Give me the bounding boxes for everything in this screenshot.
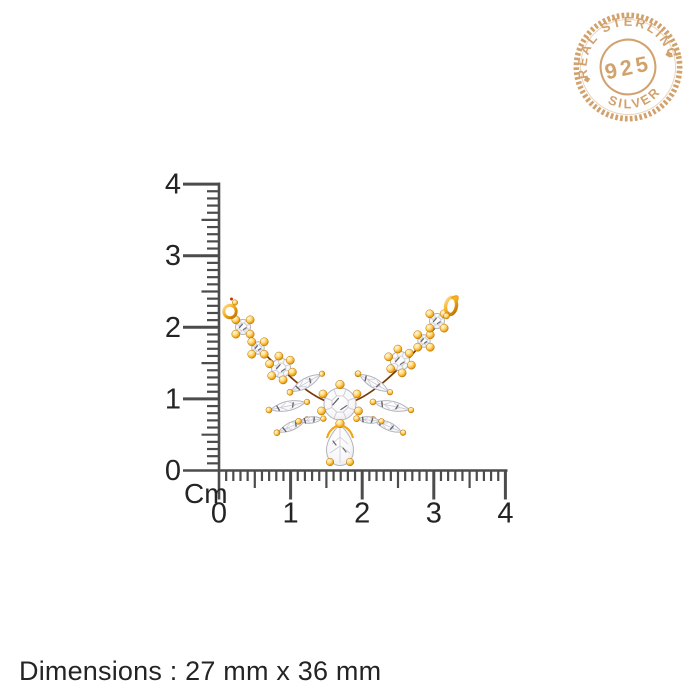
gold-pendant-image xyxy=(222,295,459,467)
dimensions-caption: Dimensions : 27 mm x 36 mm xyxy=(19,656,382,686)
pendant-chain-ends xyxy=(222,295,459,320)
ruler-v-label-3: 3 xyxy=(165,240,181,272)
stamp-inner-ring xyxy=(599,38,657,96)
ruler-v-label-0: 0 xyxy=(165,455,181,487)
ruler-v-label-1: 1 xyxy=(165,383,181,415)
ruler-unit-label: Cm xyxy=(184,478,228,509)
hook-clasp xyxy=(443,295,459,317)
ruler-h-label-3: 3 xyxy=(426,498,442,530)
ruler-labels: 0 1 2 3 4 0 1 2 3 4 Cm xyxy=(165,169,514,530)
stamp-sparkle-right-icon xyxy=(665,50,672,58)
ruler-ticks xyxy=(183,182,508,500)
jump-ring xyxy=(222,303,238,320)
pendant-gold-beads xyxy=(231,309,449,467)
pendant-stones xyxy=(235,313,445,467)
ruler-h-label-4: 4 xyxy=(497,498,513,530)
ruler-v-label-2: 2 xyxy=(165,312,181,344)
stamp-sparkle-left-icon xyxy=(583,76,591,83)
ruler-h-label-1: 1 xyxy=(283,498,299,530)
stamp-outer-ring xyxy=(579,18,677,116)
ruler-h-label-0: 0 xyxy=(211,498,227,530)
ruler-h-label-2: 2 xyxy=(354,498,370,530)
sterling-925-stamp: REAL STERLING SILVER 925 xyxy=(566,5,683,122)
ruler-v-label-4: 4 xyxy=(165,169,181,201)
